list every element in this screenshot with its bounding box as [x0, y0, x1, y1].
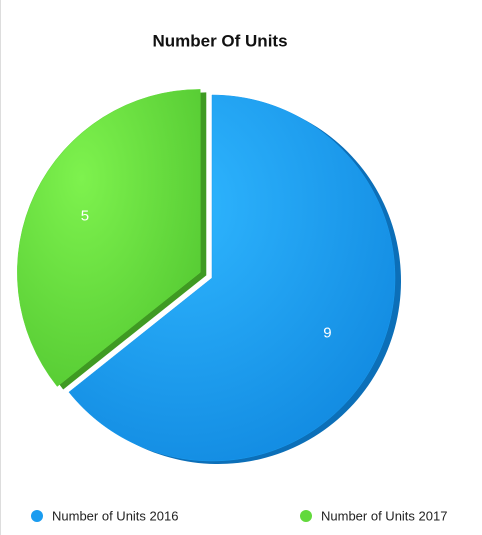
- slice: [68, 94, 396, 462]
- legend-label: Number of Units 2016: [52, 508, 178, 523]
- legend-marker: [300, 510, 312, 522]
- slice: [17, 89, 201, 387]
- chart-title: Number Of Units: [152, 31, 287, 50]
- legend-marker: [31, 510, 43, 522]
- data-label: 5: [81, 208, 89, 225]
- data-label: 9: [323, 325, 331, 342]
- legend-label: Number of Units 2017: [321, 508, 447, 523]
